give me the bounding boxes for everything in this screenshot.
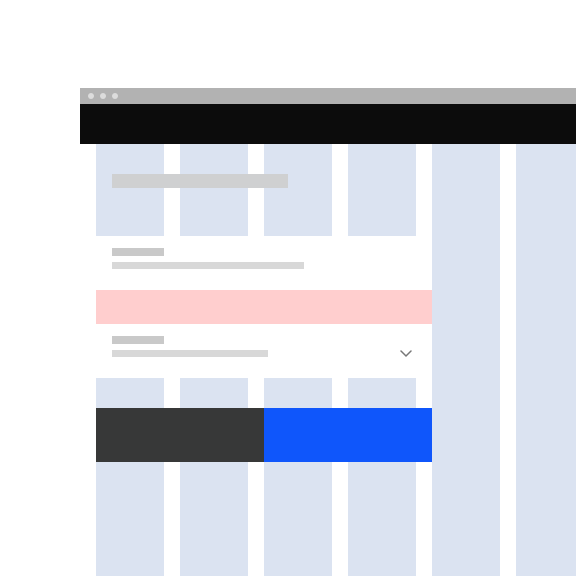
form-row-2[interactable]	[96, 324, 432, 378]
form-row-1[interactable]	[96, 236, 432, 290]
app-header	[80, 104, 576, 144]
browser-window	[80, 88, 576, 576]
page-title	[112, 174, 288, 188]
primary-button[interactable]	[96, 408, 264, 462]
app-content	[80, 144, 576, 576]
traffic-light-zoom[interactable]	[112, 93, 118, 99]
form-row-label	[112, 248, 164, 256]
traffic-light-close[interactable]	[88, 93, 94, 99]
form-row-value	[112, 262, 304, 269]
form-row-label	[112, 336, 164, 344]
secondary-button[interactable]	[264, 408, 432, 462]
button-row	[96, 408, 432, 462]
form-row-value	[112, 350, 268, 357]
traffic-light-minimize[interactable]	[100, 93, 106, 99]
chevron-down-icon	[400, 350, 412, 358]
error-highlight	[96, 290, 432, 324]
window-titlebar	[80, 88, 576, 104]
